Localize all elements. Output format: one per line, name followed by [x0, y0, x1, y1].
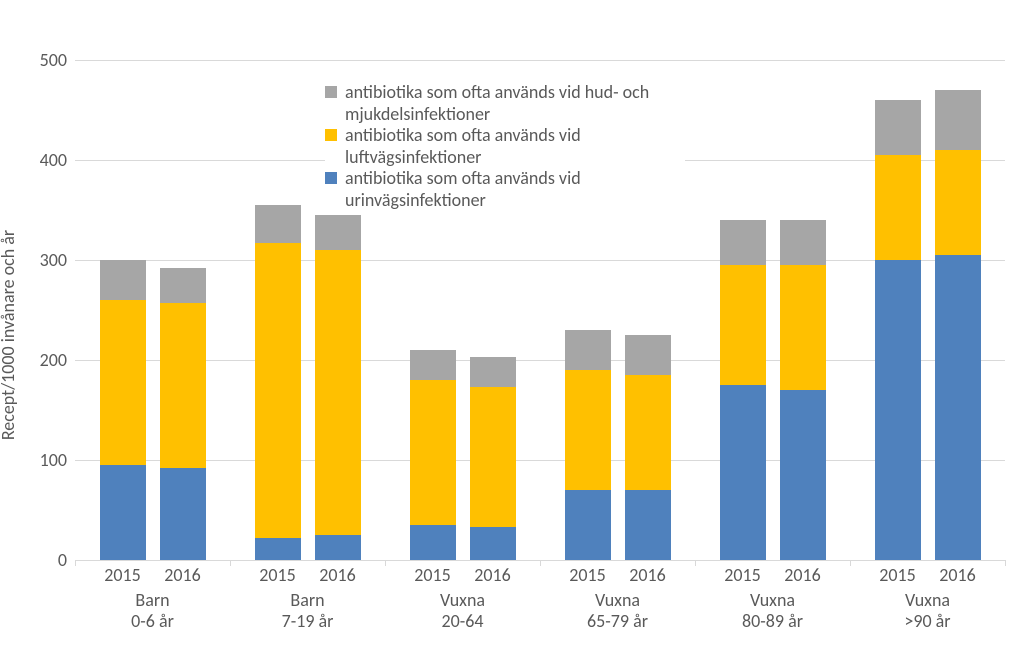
bar-segment-hud — [625, 335, 671, 375]
gridline — [75, 60, 1005, 61]
y-tick-label: 0 — [58, 549, 67, 571]
stacked-bar: 2016 — [470, 357, 516, 560]
group-label: Barn0-6 år — [131, 590, 174, 631]
stacked-bar: 2016 — [625, 335, 671, 560]
group-label: Vuxna80-89 år — [742, 590, 803, 631]
group-label: Vuxna20-64 — [440, 590, 485, 631]
legend: antibiotika som ofta används vid hud- oc… — [325, 80, 685, 214]
bar-segment-luft — [410, 380, 456, 525]
y-tick-label: 400 — [40, 149, 67, 171]
y-tick-label: 200 — [40, 349, 67, 371]
bar-segment-luft — [100, 300, 146, 465]
bar-segment-luft — [875, 155, 921, 260]
x-tick-mark — [230, 560, 231, 566]
legend-item: antibiotika som ofta används vid luftväg… — [325, 125, 685, 168]
legend-swatch — [325, 129, 337, 141]
bar-segment-luft — [315, 250, 361, 535]
bar-year-label: 2015 — [879, 564, 916, 586]
bar-year-label: 2015 — [259, 564, 296, 586]
legend-swatch — [325, 86, 337, 98]
y-tick-label: 500 — [40, 49, 67, 71]
bar-segment-hud — [100, 260, 146, 300]
bar-segment-luft — [935, 150, 981, 255]
bar-segment-luft — [720, 265, 766, 385]
stacked-bar: 2016 — [160, 268, 206, 560]
stacked-bar: 2016 — [315, 215, 361, 560]
bar-segment-hud — [875, 100, 921, 155]
bar-segment-luft — [565, 370, 611, 490]
bar-segment-urin — [625, 490, 671, 560]
legend-swatch — [325, 172, 337, 184]
bar-segment-urin — [565, 490, 611, 560]
bar-segment-urin — [160, 468, 206, 560]
stacked-bar: 2015 — [875, 100, 921, 560]
bar-segment-urin — [100, 465, 146, 560]
chart-container: Recept/1000 invånare och år 0 100 200 300 40… — [0, 0, 1024, 670]
group-label: Barn7-19 år — [282, 590, 334, 631]
group-label: Vuxna65-79 år — [587, 590, 648, 631]
bar-year-label: 2015 — [414, 564, 451, 586]
bar-segment-urin — [780, 390, 826, 560]
y-axis-title: Recept/1000 invånare och år — [0, 230, 19, 440]
stacked-bar: 2015 — [720, 220, 766, 560]
stacked-bar: 2015 — [100, 260, 146, 560]
y-tick-label: 100 — [40, 449, 67, 471]
stacked-bar: 2016 — [780, 220, 826, 560]
legend-label: antibiotika som ofta används vid luftväg… — [345, 125, 685, 168]
x-tick-mark — [695, 560, 696, 566]
x-tick-mark — [850, 560, 851, 566]
bar-segment-luft — [470, 387, 516, 527]
legend-item: antibiotika som ofta används vid hud- oc… — [325, 82, 685, 125]
bar-year-label: 2016 — [164, 564, 201, 586]
group-label: Vuxna>90 år — [904, 590, 950, 631]
y-tick-label: 300 — [40, 249, 67, 271]
stacked-bar: 2016 — [935, 90, 981, 560]
bar-segment-luft — [780, 265, 826, 390]
bar-group: 2015 2016 — [75, 260, 230, 560]
legend-label: antibiotika som ofta används vid hud- oc… — [345, 82, 685, 125]
bar-segment-hud — [565, 330, 611, 370]
bar-year-label: 2015 — [569, 564, 606, 586]
bar-segment-hud — [160, 268, 206, 303]
bar-segment-luft — [625, 375, 671, 490]
bar-segment-urin — [935, 255, 981, 560]
bar-segment-hud — [935, 90, 981, 150]
legend-label: antibiotika som ofta används vid urinväg… — [345, 168, 685, 211]
bar-segment-hud — [255, 205, 301, 243]
x-tick-mark — [540, 560, 541, 566]
bar-group: 2015 2016 — [540, 330, 695, 560]
bar-segment-hud — [470, 357, 516, 387]
bar-segment-hud — [410, 350, 456, 380]
bar-segment-urin — [720, 385, 766, 560]
x-tick-mark — [75, 560, 76, 566]
legend-item: antibiotika som ofta används vid urinväg… — [325, 168, 685, 211]
bar-year-label: 2016 — [629, 564, 666, 586]
bar-year-label: 2016 — [319, 564, 356, 586]
bar-group: 2015 2016 — [385, 350, 540, 560]
bar-segment-urin — [410, 525, 456, 560]
stacked-bar: 2015 — [410, 350, 456, 560]
bar-year-label: 2016 — [784, 564, 821, 586]
bar-year-label: 2015 — [724, 564, 761, 586]
bar-year-label: 2015 — [104, 564, 141, 586]
bar-segment-urin — [315, 535, 361, 560]
bar-segment-luft — [255, 243, 301, 538]
bar-group: 2015 2016 — [695, 220, 850, 560]
bar-segment-urin — [875, 260, 921, 560]
bar-year-label: 2016 — [474, 564, 511, 586]
stacked-bar: 2015 — [565, 330, 611, 560]
bar-segment-hud — [780, 220, 826, 265]
bar-group: 2015 2016 — [850, 90, 1005, 560]
bar-segment-urin — [255, 538, 301, 560]
x-tick-mark — [1005, 560, 1006, 566]
bar-segment-urin — [470, 527, 516, 560]
bar-segment-hud — [315, 215, 361, 250]
bar-segment-luft — [160, 303, 206, 468]
bar-year-label: 2016 — [939, 564, 976, 586]
bar-segment-hud — [720, 220, 766, 265]
bar-group: 2015 2016 — [230, 205, 385, 560]
x-tick-mark — [385, 560, 386, 566]
stacked-bar: 2015 — [255, 205, 301, 560]
